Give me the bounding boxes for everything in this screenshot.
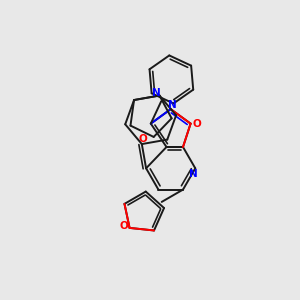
Text: N: N <box>189 169 198 179</box>
Text: O: O <box>193 118 202 129</box>
Text: N: N <box>168 100 177 110</box>
Text: N: N <box>152 88 160 98</box>
Text: O: O <box>139 134 148 144</box>
Text: O: O <box>120 221 129 231</box>
